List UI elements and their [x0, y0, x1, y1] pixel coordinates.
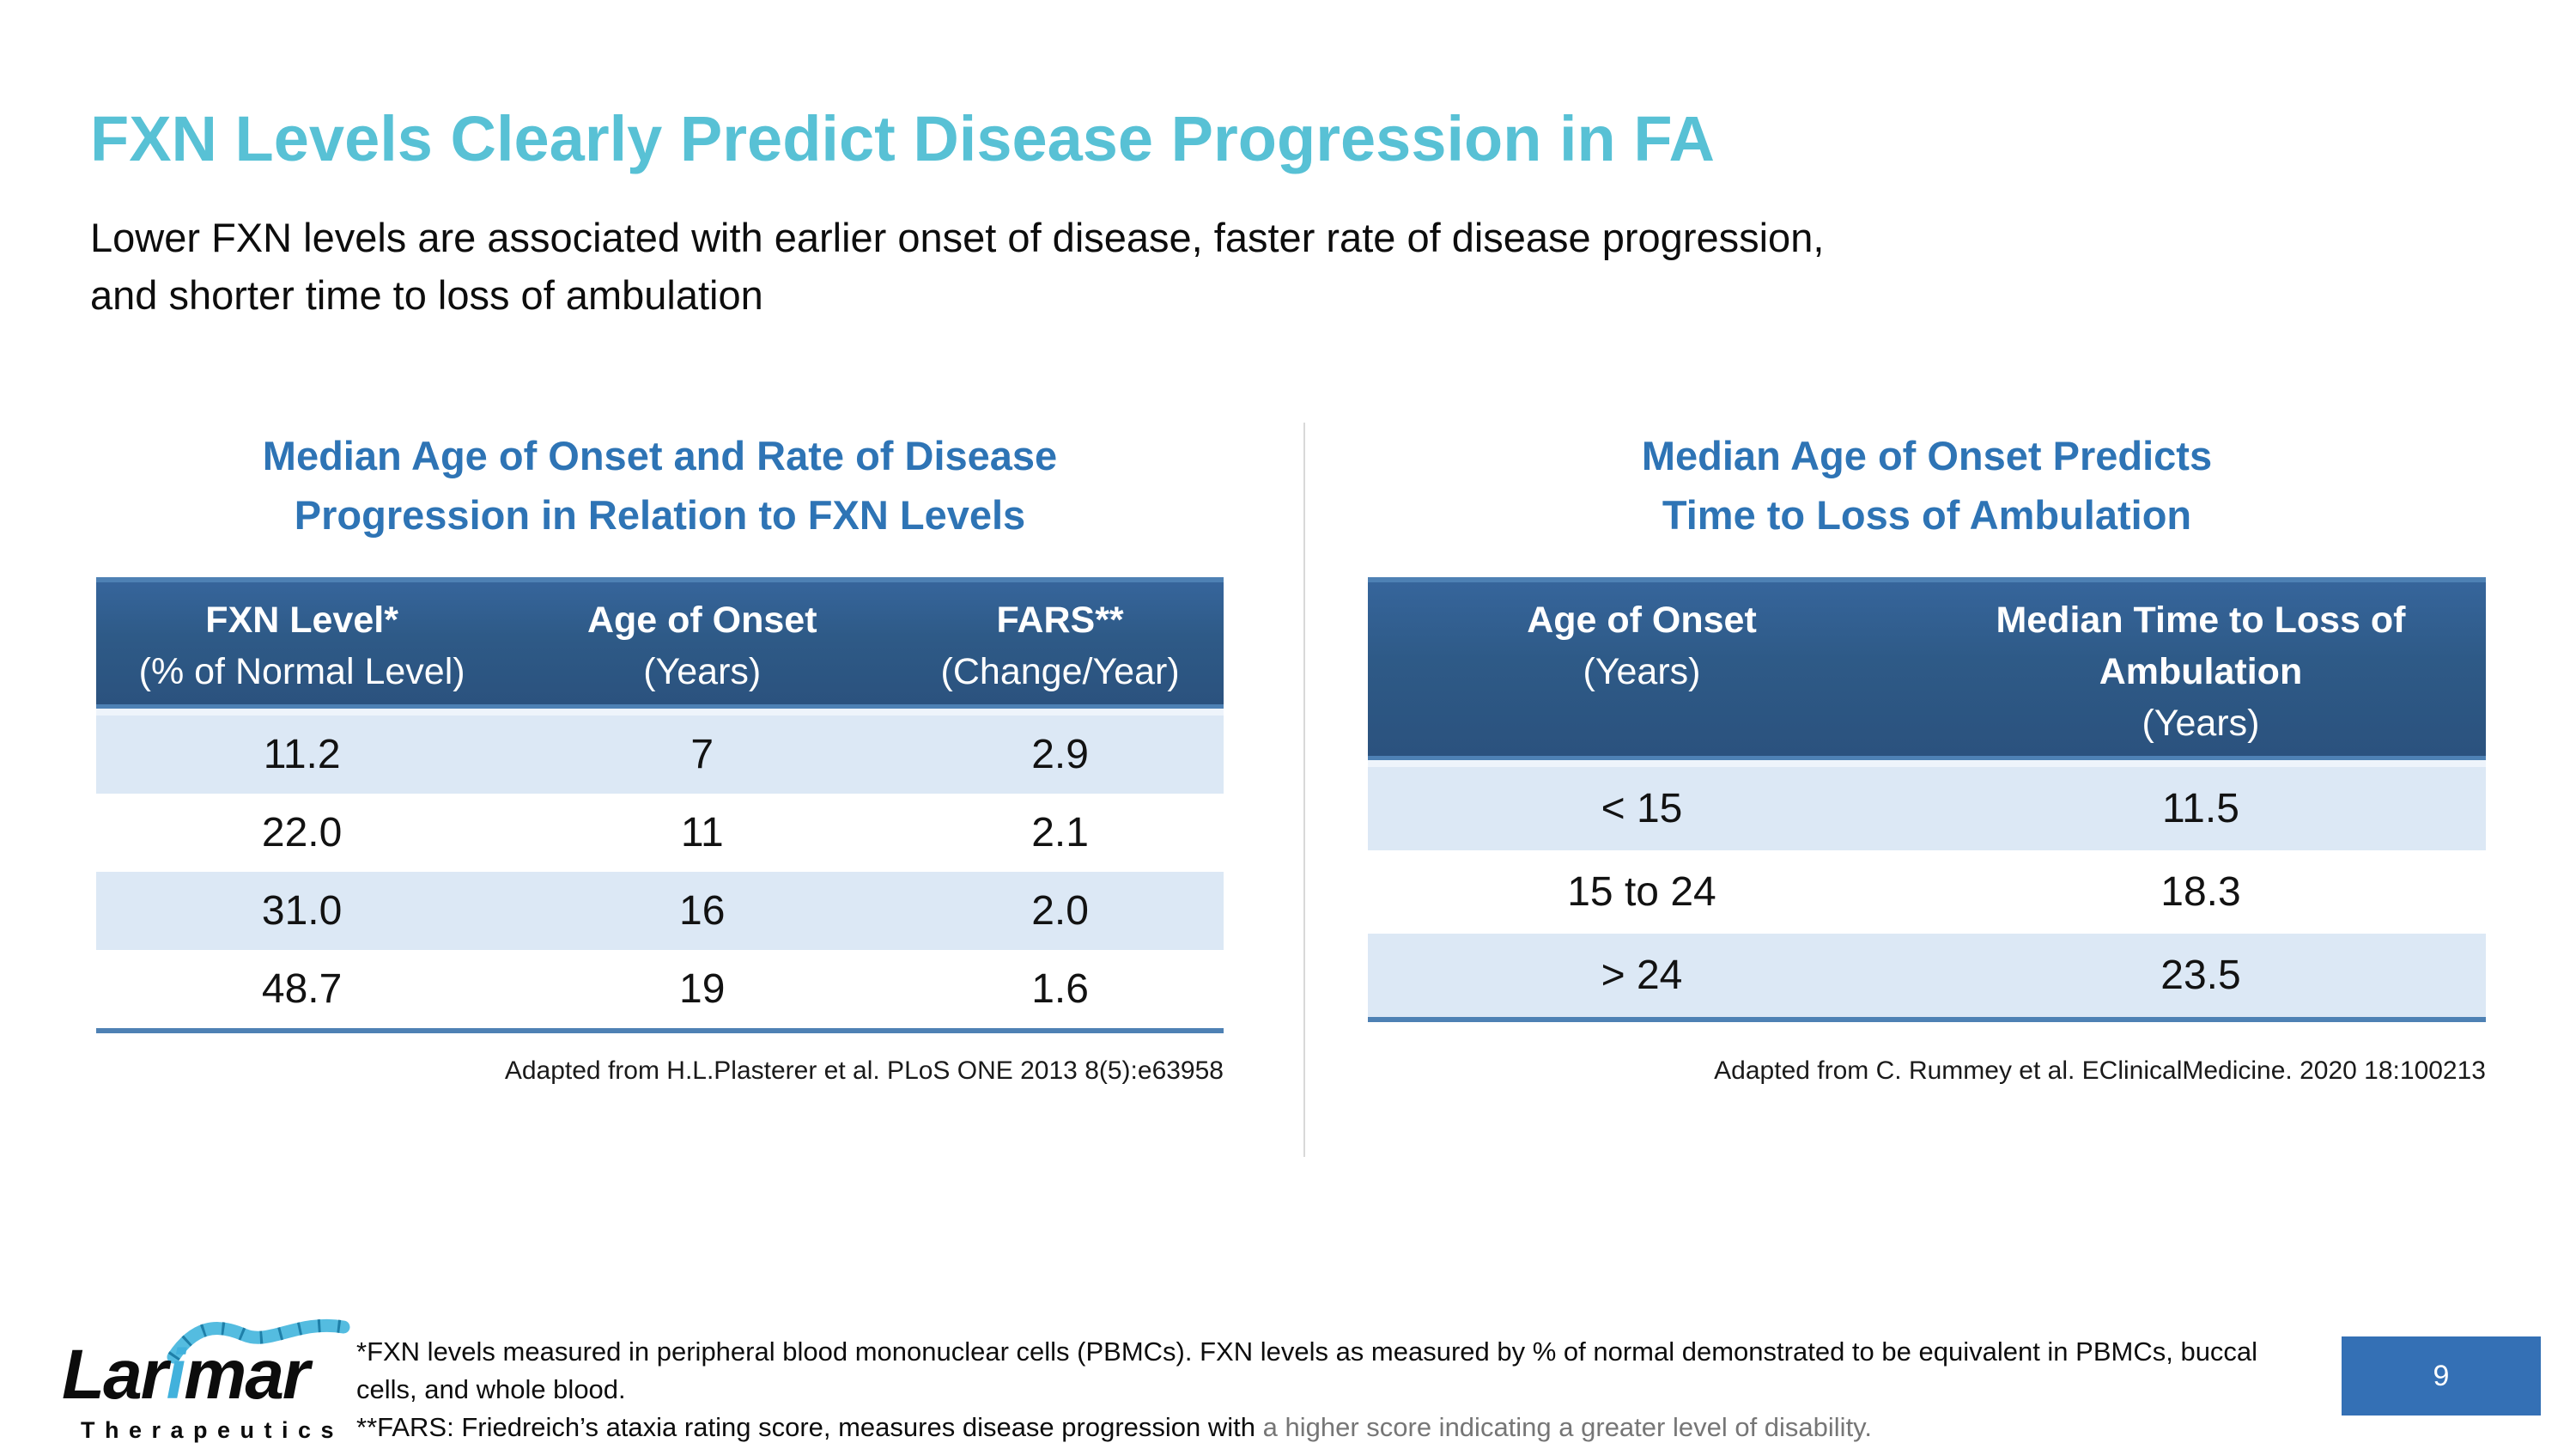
dna-helix-icon	[167, 1318, 350, 1364]
table-cell: 22.0	[261, 810, 343, 855]
header-cell-age-of-onset: Age of Onset (Years)	[1527, 600, 1757, 692]
larimar-logo: Larimar Therapeutics	[62, 1318, 354, 1444]
left-table-source-caption: Adapted from H.L.Plasterer et al. PLoS O…	[504, 1056, 1224, 1085]
header-cell-fxn-level: FXN Level* (% of Normal Level)	[138, 600, 465, 692]
table-cell: 2.0	[1031, 888, 1089, 934]
table-row: 15 to 24 18.3	[1368, 850, 2486, 934]
subtitle-line-2: and shorter time to loss of ambulation	[90, 272, 763, 318]
table-cell: 1.6	[1031, 966, 1089, 1012]
table-cell: 15 to 24	[1567, 869, 1716, 915]
table-header-row: Age of Onset (Years) Median Time to Loss…	[1368, 577, 2486, 760]
table-separator	[1368, 760, 2486, 767]
table-cell: 11.5	[2162, 786, 2239, 831]
logo-letter-i: i	[166, 1336, 186, 1414]
table-cell: 19	[679, 966, 726, 1012]
table-row: 22.0 11 2.1	[96, 794, 1224, 872]
table-cell: 2.1	[1031, 810, 1089, 855]
subtitle-line-1: Lower FXN levels are associated with ear…	[90, 215, 1825, 260]
table-cell: 11.2	[263, 732, 341, 777]
header-cell-age-of-onset: Age of Onset (Years)	[586, 600, 817, 692]
table-bottom-rule	[1368, 1017, 2486, 1022]
table-cell: 31.0	[261, 888, 343, 934]
header-cell-fars: FARS** (Change/Year)	[940, 600, 1180, 692]
table-cell: 23.5	[2160, 953, 2241, 998]
logo-wordmark: Larimar	[62, 1336, 310, 1414]
fxn-progression-table: FXN Level* (% of Normal Level) Age of On…	[96, 577, 1224, 1033]
table-cell: 2.9	[1031, 732, 1089, 777]
footnotes: *FXN levels measured in peripheral blood…	[356, 1333, 2257, 1446]
left-table-title-line-2: Progression in Relation to FXN Levels	[294, 492, 1026, 538]
left-table-title-line-1: Median Age of Onset and Rate of Disease	[262, 433, 1058, 478]
table-row: 11.2 7 2.9	[96, 715, 1224, 794]
table-cell: 48.7	[261, 966, 343, 1012]
table-cell: 16	[679, 888, 726, 934]
right-table-title: Median Age of Onset Predicts Time to Los…	[1368, 426, 2486, 545]
left-table-title: Median Age of Onset and Rate of Disease …	[96, 426, 1224, 545]
slide-subtitle: Lower FXN levels are associated with ear…	[90, 209, 1824, 324]
vertical-divider	[1303, 423, 1305, 1157]
table-cell: > 24	[1601, 953, 1683, 998]
footnote-gray-text: a higher score indicating a greater leve…	[1262, 1412, 1872, 1442]
header-cell-median-time-to-loa: Median Time to Loss of Ambulation (Years…	[1996, 600, 2406, 744]
footnote-line-3: **FARS: Friedreich’s ataxia rating score…	[356, 1412, 1872, 1442]
table-separator	[96, 709, 1224, 715]
footnote-line-2: cells, and whole blood.	[356, 1374, 626, 1404]
table-cell: 7	[690, 732, 714, 777]
table-bottom-rule	[96, 1028, 1224, 1033]
table-row: > 24 23.5	[1368, 934, 2486, 1017]
ambulation-table: Age of Onset (Years) Median Time to Loss…	[1368, 577, 2486, 1022]
table-cell: 11	[680, 810, 724, 855]
table-cell: 18.3	[2160, 869, 2241, 915]
right-table-title-line-2: Time to Loss of Ambulation	[1662, 492, 2192, 538]
right-table-title-line-1: Median Age of Onset Predicts	[1641, 433, 2213, 478]
table-header-row: FXN Level* (% of Normal Level) Age of On…	[96, 577, 1224, 709]
page-number: 9	[2433, 1359, 2450, 1392]
page-number-box: 9	[2342, 1336, 2541, 1416]
table-row: 31.0 16 2.0	[96, 872, 1224, 950]
table-row: 48.7 19 1.6	[96, 950, 1224, 1028]
table-row: < 15 11.5	[1368, 767, 2486, 850]
right-table-source-caption: Adapted from C. Rummey et al. EClinicalM…	[1714, 1056, 2486, 1085]
table-cell: < 15	[1601, 786, 1683, 831]
logo-subtitle: Therapeutics	[81, 1417, 344, 1443]
page-title: FXN Levels Clearly Predict Disease Progr…	[90, 103, 1715, 174]
footnote-line-1: *FXN levels measured in peripheral blood…	[356, 1336, 2258, 1367]
